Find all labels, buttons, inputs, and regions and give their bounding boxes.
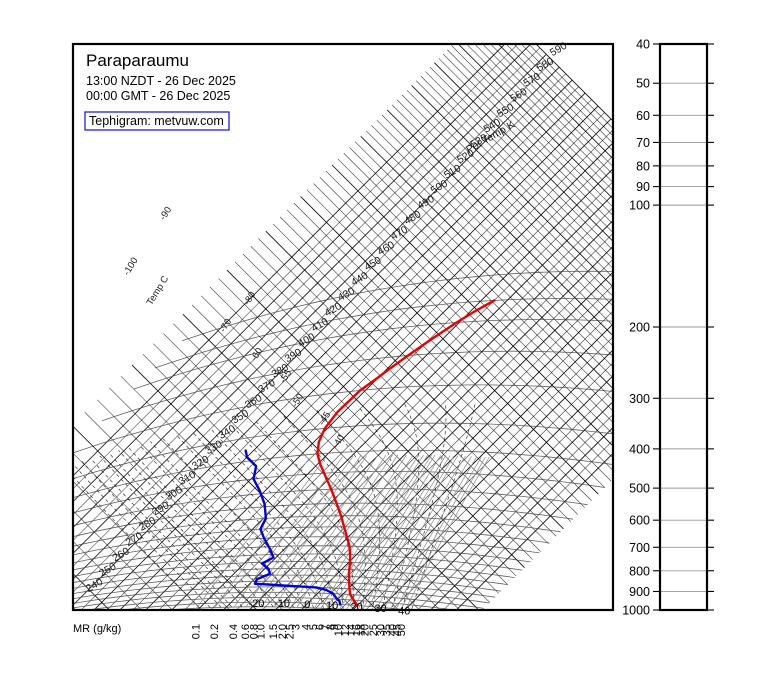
pressure-tick-label: 90 xyxy=(636,180,650,194)
mr-tick-label: 50 xyxy=(396,624,408,636)
mr-tick-label: 0.4 xyxy=(228,624,240,639)
pressure-tick-label: 200 xyxy=(629,321,650,335)
isotherm-label: -50 xyxy=(290,392,307,409)
pressure-panel: 40 50 60 70 80 90 100 200 300 400 500 600 700 800 900 1… xyxy=(622,38,714,618)
mr-tick-label: 1.0 xyxy=(255,624,267,639)
chart-border xyxy=(71,42,615,612)
mr-axis-label: MR (g/kg) xyxy=(73,623,121,635)
pressure-tick-label: 60 xyxy=(636,109,650,123)
gmt-time-label: 00:00 GMT - 26 Dec 2025 xyxy=(86,89,230,103)
mr-tick-label: 9 xyxy=(329,624,341,630)
pressure-tick-label: 40 xyxy=(636,38,650,52)
isotherm-label: -70 xyxy=(218,317,235,334)
pressure-tick-label: 50 xyxy=(636,77,650,91)
credit-label: Tephigram: metvuw.com xyxy=(89,114,224,128)
mr-tick-label: 18 xyxy=(355,624,367,636)
isotherm-label: -90 xyxy=(158,205,175,222)
local-time-label: 13:00 NZDT - 26 Dec 2025 xyxy=(86,74,236,88)
mr-tick-label: 3 xyxy=(291,624,303,630)
pressure-tick-label: 500 xyxy=(629,482,650,496)
dewpoint-profile-line xyxy=(244,449,342,606)
temperature-profile-line xyxy=(316,299,496,607)
mr-tick-label: 6 xyxy=(315,624,327,630)
isotherm-label: -100 xyxy=(121,256,140,278)
isotherm-tick-label: 0 xyxy=(304,599,310,611)
isotherm-tick-label: 40 xyxy=(398,605,410,617)
temp-axis-label: Temp C xyxy=(145,274,172,308)
isotherm-label: -60 xyxy=(249,346,266,363)
mr-tick-label: 25 xyxy=(368,624,380,636)
pressure-tick-label: 70 xyxy=(636,136,650,150)
mr-tick-label: 45 xyxy=(392,624,404,636)
mr-tick-label: 35 xyxy=(382,624,394,636)
mr-tick-label: 2.5 xyxy=(284,624,296,639)
pressure-tick-label: 900 xyxy=(629,585,650,599)
isotherm-tick-label: -10 xyxy=(274,598,290,610)
mr-tick-label: 7 xyxy=(320,624,332,630)
pressure-tick-label: 300 xyxy=(629,392,650,406)
pressure-tick-label: 700 xyxy=(629,541,650,555)
mr-tick-label: 5 xyxy=(308,624,320,630)
mr-tick-label: 1.5 xyxy=(268,624,280,639)
pressure-tick-label: 1000 xyxy=(622,604,650,618)
mr-tick-label: 0.6 xyxy=(240,624,252,639)
mr-tick-label: 14 xyxy=(346,624,358,636)
mr-tick-label: 40 xyxy=(387,624,399,636)
mr-tick-label: 8 xyxy=(325,624,337,630)
mr-tick-label: 0.2 xyxy=(209,624,221,639)
tephigram-grid xyxy=(73,44,613,610)
pressure-tick-label: 600 xyxy=(629,514,650,528)
pressure-tick-label: 100 xyxy=(629,199,650,213)
mr-tick-label: 0.1 xyxy=(190,624,202,639)
mr-tick-label: 16 xyxy=(351,624,363,636)
isotherm-tick-label: 20 xyxy=(350,601,362,613)
mr-tick-label: 2.0 xyxy=(277,624,289,639)
pressure-tick-label: 400 xyxy=(629,442,650,456)
mr-tick-label: 0.8 xyxy=(248,624,260,639)
pressure-tick-label: 80 xyxy=(636,159,650,173)
mr-tick-label: 10 xyxy=(333,624,345,636)
pot-temp-label: 590 xyxy=(548,40,569,59)
mr-tick-label: 30 xyxy=(375,624,387,636)
mr-tick-label: 20 xyxy=(359,624,371,636)
isotherm-tick-label: -20 xyxy=(248,598,264,610)
mr-tick-label: 12 xyxy=(340,624,352,636)
pressure-tick-label: 800 xyxy=(629,564,650,578)
mr-tick-label: 4 xyxy=(300,624,312,630)
pressure-panel-border xyxy=(658,42,709,612)
isotherm-tick-label: 10 xyxy=(326,600,338,612)
station-title: Paraparaumu xyxy=(86,51,189,70)
credit-box[interactable] xyxy=(84,111,230,131)
